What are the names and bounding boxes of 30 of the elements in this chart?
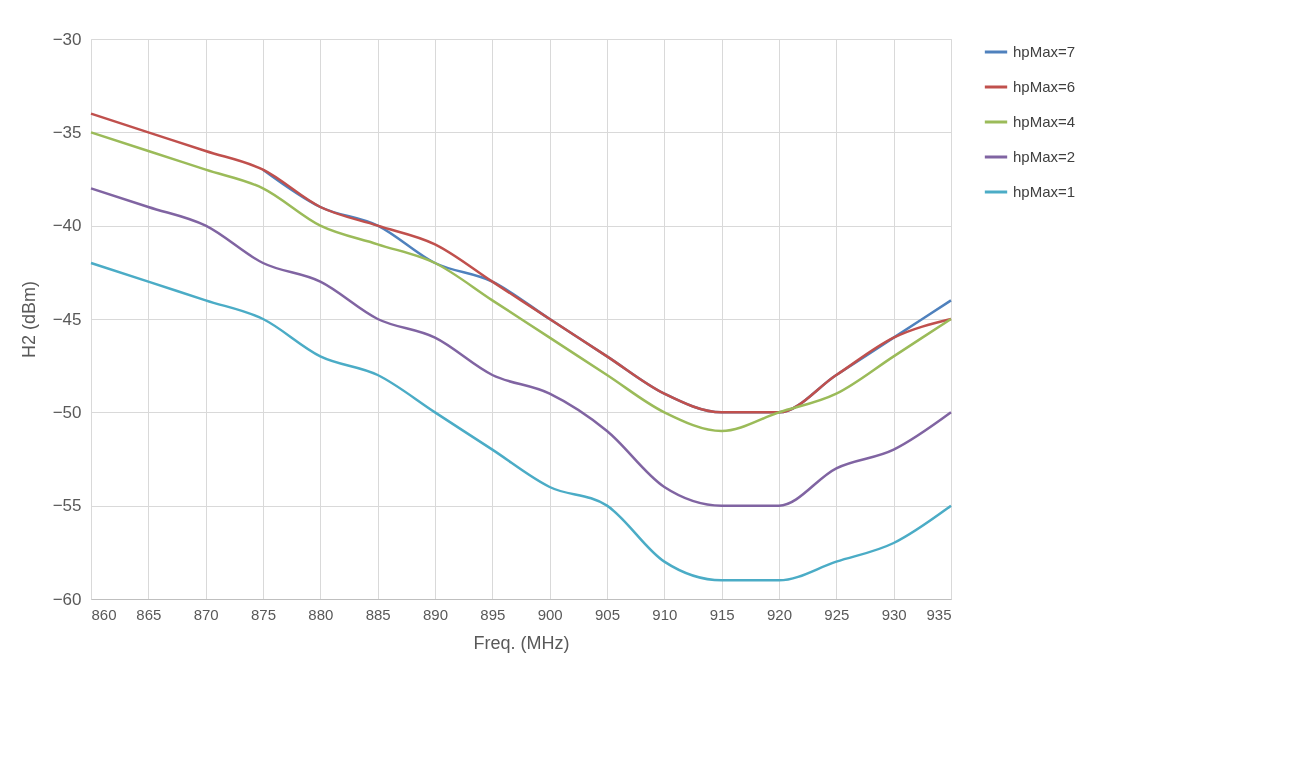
x-tick-label: 925 bbox=[824, 605, 850, 623]
x-tick-label: 885 bbox=[365, 605, 391, 623]
x-tick-label: 895 bbox=[480, 605, 506, 623]
x-tick-label: 935 bbox=[926, 605, 952, 623]
y-tick-label: −30 bbox=[52, 29, 82, 49]
x-tick-label: 865 bbox=[136, 605, 162, 623]
x-tick-label: 910 bbox=[652, 605, 678, 623]
y-tick-label: −45 bbox=[52, 309, 82, 329]
legend-label: hpMax=6 bbox=[1013, 78, 1076, 95]
x-tick-label: 900 bbox=[537, 605, 563, 623]
x-tick-label: 860 bbox=[91, 605, 117, 623]
legend-label: hpMax=4 bbox=[1013, 113, 1076, 130]
x-tick-label: 905 bbox=[594, 605, 621, 623]
legend-label: hpMax=7 bbox=[1013, 43, 1076, 60]
y-axis-title: H2 (dBm) bbox=[18, 280, 39, 359]
x-axis-title: Freq. (MHz) bbox=[473, 632, 570, 653]
x-tick-label: 920 bbox=[766, 605, 793, 623]
legend-label: hpMax=1 bbox=[1013, 183, 1076, 200]
x-tick-label: 870 bbox=[193, 605, 219, 623]
legend-label: hpMax=2 bbox=[1013, 148, 1076, 165]
x-tick-label: 930 bbox=[881, 605, 907, 623]
x-tick-label: 875 bbox=[250, 605, 277, 623]
y-tick-label: −60 bbox=[52, 589, 82, 609]
y-tick-label: −40 bbox=[52, 216, 82, 236]
y-tick-label: −50 bbox=[52, 402, 82, 422]
x-tick-label: 890 bbox=[422, 605, 449, 623]
x-tick-label: 915 bbox=[709, 605, 735, 623]
x-tick-label: 880 bbox=[308, 605, 334, 623]
y-tick-label: −55 bbox=[52, 496, 82, 516]
y-tick-label: −35 bbox=[52, 122, 82, 142]
